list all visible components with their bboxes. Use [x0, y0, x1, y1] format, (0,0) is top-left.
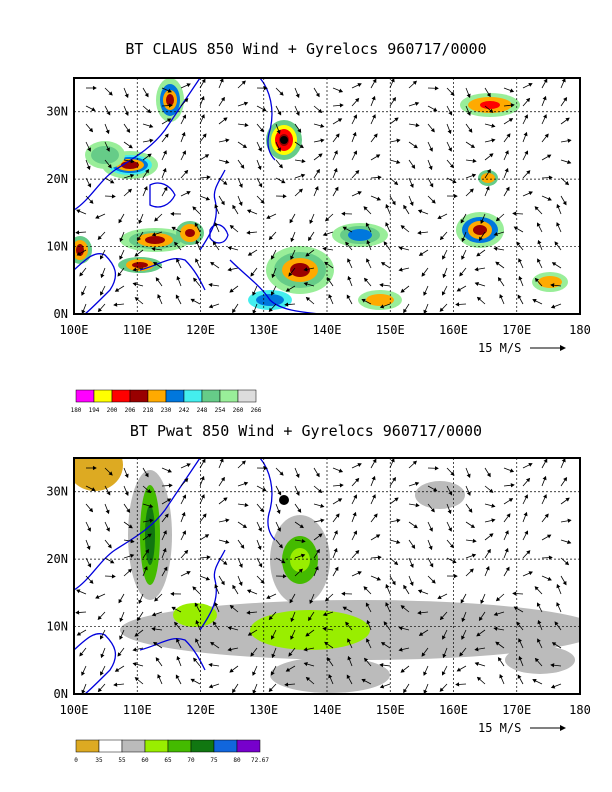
colorbar-label: 242: [179, 407, 190, 414]
colorbar-swatch: [236, 739, 261, 753]
panel2-colorbar: 0 35 55 60 65 70 75 80 72.67: [74, 739, 269, 764]
lat-label: 10N: [46, 240, 68, 254]
lon-label: 140E: [313, 703, 342, 717]
lon-label: 180: [569, 323, 591, 337]
colorbar-swatch: [183, 389, 203, 403]
colorbar-swatch: [219, 389, 239, 403]
colorbar-label: 260: [233, 407, 244, 414]
colorbar-label: 218: [143, 407, 154, 414]
colorbar-swatch: [213, 739, 238, 753]
lon-label: 110E: [123, 703, 152, 717]
lon-label: 160E: [439, 323, 468, 337]
lat-label: 30N: [46, 105, 68, 119]
lon-label: 170E: [502, 323, 531, 337]
colorbar-label: 0: [74, 757, 78, 764]
colorbar-swatch: [144, 739, 169, 753]
colorbar-swatch: [201, 389, 221, 403]
colorbar-label: 55: [118, 757, 126, 764]
lat-label: 10N: [46, 620, 68, 634]
panel1-coastlines: [74, 78, 321, 314]
panel2-gridlines: [74, 458, 580, 694]
panel1-title: BT CLAUS 850 Wind + Gyrelocs 960717/0000: [125, 40, 487, 58]
lat-label: 20N: [46, 552, 68, 566]
panel1-colorbar: 180 194 200 206 218 230 242 248 254 260 266: [71, 389, 262, 414]
colorbar-swatch: [121, 739, 146, 753]
panel2-coastlines: [74, 458, 276, 694]
colorbar-label: 194: [89, 407, 100, 414]
panel1-shading: [74, 78, 568, 310]
panel2-map: 100E 110E 120E 130E 140E 150E 160E 170E 180 0N 10N…: [46, 457, 591, 735]
lon-label: 160E: [439, 703, 468, 717]
colorbar-label: 72.67: [251, 757, 269, 764]
lon-label: 110E: [123, 323, 152, 337]
lon-label: 180: [569, 703, 591, 717]
colorbar-label: 200: [107, 407, 118, 414]
panel1-map: 100E 110E 120E 130E 140E 150E 160E 170E 180 0N 10N…: [46, 77, 591, 355]
scale-label: 15 M/S: [478, 721, 521, 735]
colorbar-swatch: [167, 739, 192, 753]
colorbar-label: 65: [164, 757, 172, 764]
lon-label: 120E: [186, 703, 215, 717]
lon-label: 140E: [313, 323, 342, 337]
colorbar-swatch: [129, 389, 149, 403]
panel1-gridlines: [74, 78, 580, 314]
lon-label: 100E: [60, 703, 89, 717]
colorbar-swatch: [75, 389, 95, 403]
colorbar-swatch: [147, 389, 167, 403]
panel2-wind-vectors: [75, 457, 572, 695]
gyre-marker: [279, 495, 289, 505]
lon-label: 150E: [376, 323, 405, 337]
colorbar-swatch: [75, 739, 100, 753]
colorbar-label: 206: [125, 407, 136, 414]
lon-label: 130E: [249, 703, 278, 717]
lat-label: 20N: [46, 172, 68, 186]
colorbar-swatch: [98, 739, 123, 753]
colorbar-swatch: [111, 389, 131, 403]
colorbar-label: 35: [95, 757, 103, 764]
colorbar-label: 254: [215, 407, 226, 414]
colorbar-swatch: [93, 389, 113, 403]
lat-label: 30N: [46, 485, 68, 499]
colorbar-label: 70: [187, 757, 195, 764]
colorbar-label: 75: [210, 757, 218, 764]
lon-label: 100E: [60, 323, 89, 337]
colorbar-label: 230: [161, 407, 172, 414]
panel2-title: BT Pwat 850 Wind + Gyrelocs 960717/0000: [129, 422, 483, 440]
colorbar-label: 80: [233, 757, 241, 764]
lon-label: 170E: [502, 703, 531, 717]
lon-label: 120E: [186, 323, 215, 337]
lon-label: 130E: [249, 323, 278, 337]
lon-label: 150E: [376, 703, 405, 717]
colorbar-label: 248: [197, 407, 208, 414]
lat-label: 0N: [54, 687, 68, 701]
colorbar-swatch: [190, 739, 215, 753]
colorbar-label: 180: [71, 407, 82, 414]
colorbar-label: 266: [251, 407, 262, 414]
colorbar-swatch: [237, 389, 257, 403]
colorbar-swatch: [165, 389, 185, 403]
gyre-marker: [280, 136, 288, 144]
lat-label: 0N: [54, 307, 68, 321]
scale-label: 15 M/S: [478, 341, 521, 355]
colorbar-label: 60: [141, 757, 149, 764]
